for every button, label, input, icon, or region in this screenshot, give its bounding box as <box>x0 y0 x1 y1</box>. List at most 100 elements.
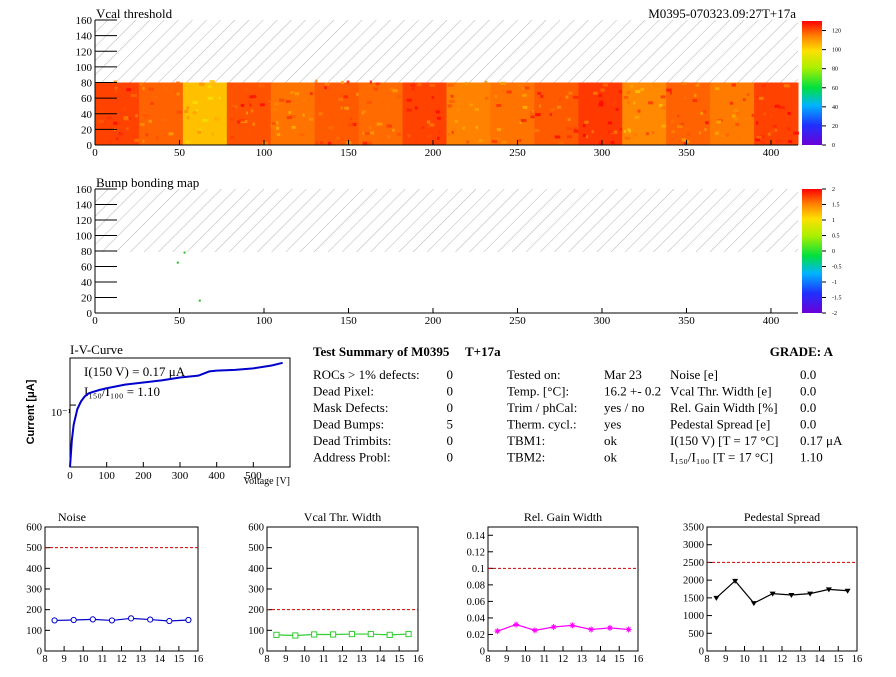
map2-hatched-region <box>95 189 798 252</box>
trend-x-tick-label: 11 <box>97 654 107 665</box>
trend-x-tick-label: 8 <box>42 654 47 665</box>
pixel-variation <box>123 117 129 121</box>
pixel-variation <box>683 96 687 100</box>
pixel-variation <box>427 125 430 129</box>
pixel-variation <box>211 132 214 136</box>
map1-title: Vcal threshold <box>96 6 173 21</box>
pixel-variation <box>514 90 521 94</box>
pixel-variation <box>285 100 291 104</box>
pixel-variation <box>437 130 441 134</box>
trend-point <box>70 616 77 624</box>
pixel-variation <box>327 126 334 130</box>
pixel-variation <box>635 90 641 94</box>
roc-column <box>314 79 360 145</box>
summary-label: Trim / phCal: <box>507 400 577 415</box>
pixel-variation <box>290 90 295 94</box>
pixel-variation <box>599 100 604 104</box>
pixel-variation <box>744 117 751 121</box>
trend-y-tick-label: 2000 <box>683 576 704 587</box>
trend-y-tick-label: 0.04 <box>467 613 486 624</box>
pixel-variation <box>686 132 691 136</box>
pixel-variation <box>426 134 432 138</box>
map-x-tick-label: 250 <box>509 147 526 159</box>
pixel-variation <box>737 136 741 140</box>
pixel-variation <box>376 122 383 126</box>
map-y-tick-label: 0 <box>87 140 93 152</box>
pixel-variation <box>262 141 269 145</box>
pixel-variation <box>196 109 199 113</box>
pixel-variation <box>258 84 265 88</box>
trend-x-tick-label: 16 <box>633 654 644 665</box>
pixel-variation <box>730 125 734 129</box>
pixel-variation <box>406 108 412 112</box>
pixel-variation <box>704 128 707 132</box>
trend-x-tick-label: 14 <box>155 654 166 665</box>
pixel-variation <box>450 83 455 87</box>
pixel-variation <box>291 125 296 129</box>
pixel-variation <box>396 132 401 136</box>
trend-y-tick-label: 300 <box>248 585 264 596</box>
pixel-variation <box>315 79 318 83</box>
trend-x-tick-label: 16 <box>852 654 863 665</box>
trend-x-tick-label: 14 <box>595 654 606 665</box>
pixel-variation <box>208 85 212 89</box>
pixel-variation <box>522 93 527 97</box>
pixel-variation <box>223 137 228 141</box>
trend-point <box>108 617 116 624</box>
trend-x-tick-label: 12 <box>116 654 127 665</box>
pixel-variation <box>186 116 190 120</box>
roc-block <box>446 82 491 145</box>
pixel-variation <box>368 126 372 130</box>
roc-column <box>446 80 491 145</box>
pixel-variation <box>496 104 502 108</box>
pixel-variation <box>340 106 343 110</box>
trend-y-tick-label: 400 <box>248 564 264 575</box>
pixel-variation <box>406 98 412 102</box>
summary-value: 0 <box>447 367 454 382</box>
pixel-variation <box>776 139 782 143</box>
trend-point <box>166 617 173 625</box>
pixel-variation <box>646 132 649 136</box>
summary-label: Tested on: <box>507 367 561 382</box>
pixel-variation <box>568 91 573 95</box>
pixel-variation <box>389 87 394 91</box>
trend-y-tick-label: 600 <box>248 523 264 534</box>
pixel-variation <box>176 110 182 114</box>
iv-curve-plot: I-V-Curve Current [μA] Voltage [V] 10⁻¹ … <box>25 342 291 487</box>
pixel-variation <box>114 86 118 90</box>
pixel-variation <box>220 107 224 111</box>
pixel-variation <box>249 103 252 107</box>
pixel-variation <box>734 117 738 121</box>
pixel-variation <box>628 129 632 133</box>
trend-x-tick-label: 9 <box>504 654 509 665</box>
pixel-variation <box>669 91 673 95</box>
pixel-variation <box>275 121 279 125</box>
pixel-variation <box>250 95 257 99</box>
pixel-variation <box>626 90 631 94</box>
pixel-variation <box>240 103 245 107</box>
trend-y-tick-label: 0 <box>480 647 485 658</box>
pixel-variation <box>150 138 155 142</box>
pixel-variation <box>113 80 117 84</box>
iv-curve-line <box>69 361 283 468</box>
iv-ylabel: Current [μA] <box>25 379 37 444</box>
pixel-variation <box>661 106 666 110</box>
pixel-variation <box>466 140 470 144</box>
pixel-variation <box>106 116 113 120</box>
pixel-variation <box>763 112 766 116</box>
pixel-variation <box>731 83 736 87</box>
trend-x-tick-label: 10 <box>739 654 750 665</box>
pixel-variation <box>787 127 791 131</box>
pixel-variation <box>163 87 168 91</box>
pixel-variation <box>176 92 180 96</box>
pixel-variation <box>252 122 255 126</box>
trend-point <box>750 601 757 607</box>
trend-x-tick-label: 12 <box>558 654 569 665</box>
map-x-tick-label: 350 <box>678 315 695 327</box>
pixel-variation <box>99 106 103 110</box>
pixel-variation <box>518 83 521 87</box>
map-x-tick-label: 300 <box>594 315 611 327</box>
map1-cells <box>95 79 800 145</box>
trend-y-tick-label: 100 <box>26 626 42 637</box>
